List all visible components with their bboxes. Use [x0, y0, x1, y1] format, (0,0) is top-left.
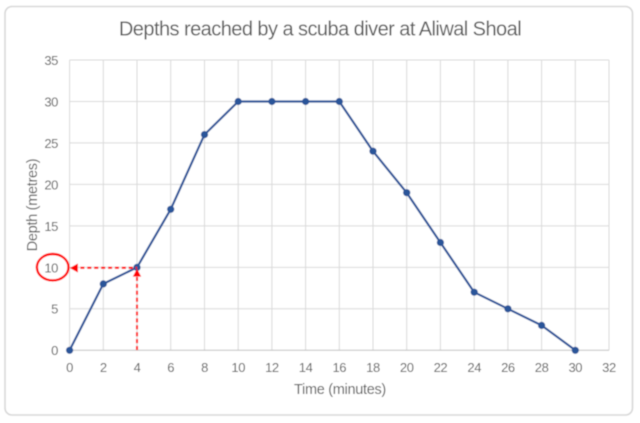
- svg-text:24: 24: [467, 360, 481, 375]
- svg-text:30: 30: [44, 94, 58, 109]
- svg-text:4: 4: [134, 360, 141, 375]
- svg-text:5: 5: [51, 302, 58, 317]
- svg-text:30: 30: [568, 360, 582, 375]
- svg-text:15: 15: [44, 219, 58, 234]
- svg-text:12: 12: [265, 360, 279, 375]
- svg-text:0: 0: [51, 343, 58, 358]
- svg-text:Time (minutes): Time (minutes): [294, 382, 386, 398]
- svg-text:16: 16: [332, 360, 346, 375]
- svg-text:28: 28: [535, 360, 549, 375]
- svg-text:26: 26: [501, 360, 515, 375]
- svg-text:22: 22: [434, 360, 448, 375]
- svg-text:18: 18: [366, 360, 380, 375]
- svg-text:10: 10: [231, 360, 245, 375]
- svg-text:Depth (metres): Depth (metres): [25, 159, 41, 252]
- svg-text:20: 20: [400, 360, 414, 375]
- svg-text:32: 32: [602, 360, 616, 375]
- svg-text:6: 6: [167, 360, 174, 375]
- svg-text:0: 0: [66, 360, 73, 375]
- svg-text:14: 14: [299, 360, 313, 375]
- svg-text:20: 20: [44, 177, 58, 192]
- svg-text:2: 2: [100, 360, 107, 375]
- svg-text:35: 35: [44, 53, 58, 68]
- svg-text:8: 8: [201, 360, 208, 375]
- svg-text:25: 25: [44, 136, 58, 151]
- svg-text:10: 10: [44, 260, 58, 275]
- svg-text:Depths reached by a scuba dive: Depths reached by a scuba diver at Aliwa…: [119, 19, 521, 41]
